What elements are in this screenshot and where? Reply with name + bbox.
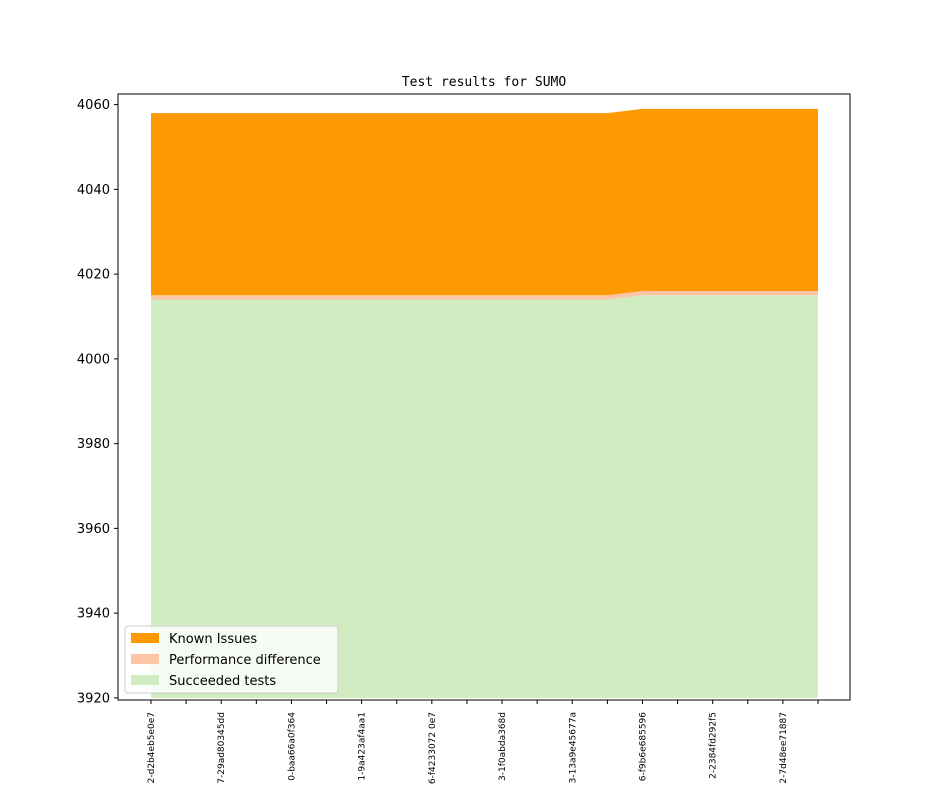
x-tick-label: 6-f9b6e685596 bbox=[638, 712, 648, 781]
legend-label: Succeeded tests bbox=[169, 674, 276, 689]
plot-areas bbox=[151, 108, 818, 698]
x-tick-label: 2-d2b4eb5e0e7 bbox=[147, 712, 157, 783]
y-tick-label: 3980 bbox=[77, 437, 110, 452]
area-performance-difference bbox=[151, 291, 818, 300]
legend-swatch bbox=[131, 675, 159, 685]
x-tick-label: 3-1f0abda368d bbox=[498, 712, 508, 781]
y-tick-label: 3940 bbox=[77, 607, 110, 622]
x-tick-label: 3-13a9e45677a bbox=[568, 712, 578, 783]
area-succeeded-tests bbox=[151, 295, 818, 698]
y-tick-label: 4020 bbox=[77, 268, 110, 283]
x-tick-label: 0-baa66a0f364 bbox=[287, 712, 297, 781]
legend-label: Performance difference bbox=[169, 653, 321, 668]
legend-label: Known Issues bbox=[169, 632, 257, 647]
y-tick-label: 3920 bbox=[77, 691, 110, 706]
plot-frame bbox=[117, 93, 851, 701]
y-axis: 3920 3940 3960 3980 4000 4020 4040 4060 bbox=[77, 98, 118, 706]
legend-box bbox=[124, 625, 339, 694]
legend-swatch bbox=[131, 654, 159, 664]
y-tick-label: 4000 bbox=[77, 352, 110, 367]
x-tick-label: 2-7d48ee71887 bbox=[779, 712, 789, 784]
x-tick-label: 1-9a423af4aa1 bbox=[358, 712, 368, 781]
area-known-issues bbox=[151, 108, 818, 296]
x-axis: 2-d2b4eb5e0e7 7-29ad80345dd 0-baa66a0f364 1… bbox=[147, 700, 819, 784]
y-tick-label: 4060 bbox=[77, 98, 110, 113]
chart-title: Test results for SUMO bbox=[402, 75, 567, 90]
y-tick-label: 3960 bbox=[77, 522, 110, 537]
x-tick-label: 2-2384fd292f5 bbox=[709, 712, 719, 779]
x-tick-label: 6-f4233072 0e7 bbox=[428, 712, 438, 784]
x-tick-label: 7-29ad80345dd bbox=[217, 712, 227, 784]
legend-swatch bbox=[131, 633, 159, 643]
legend: Known Issues Performance difference Succee… bbox=[124, 625, 339, 694]
y-tick-label: 4040 bbox=[77, 183, 110, 198]
